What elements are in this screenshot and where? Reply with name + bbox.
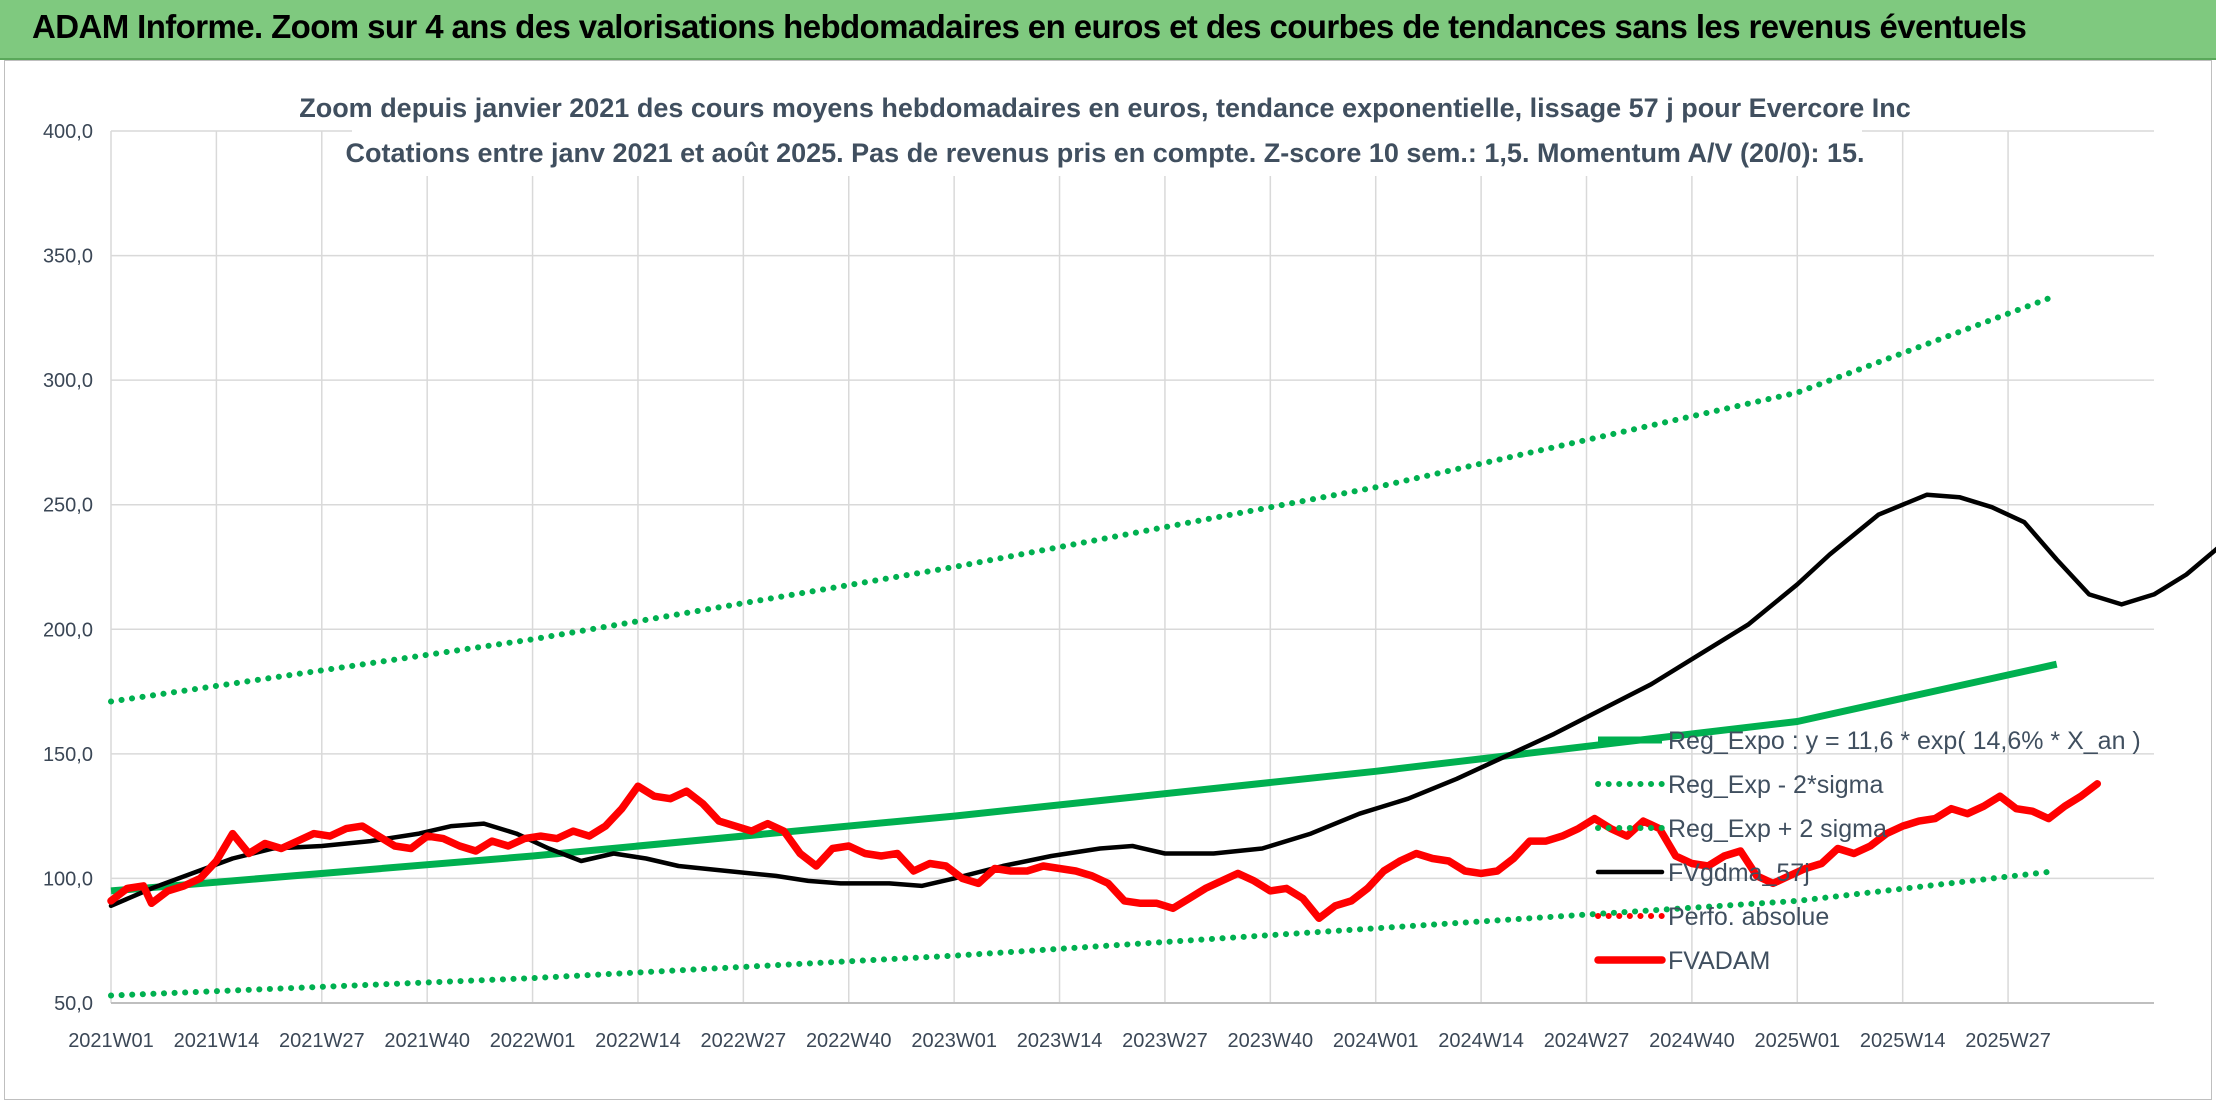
series-line-fvgdma-57j bbox=[108, 492, 2216, 909]
x-tick-label: 2022W27 bbox=[701, 1030, 787, 1052]
legend-label: Reg_Exp + 2 sigma bbox=[1668, 815, 1887, 843]
x-tick-label: 2021W40 bbox=[384, 1030, 470, 1052]
x-tick-label: 2025W01 bbox=[1754, 1030, 1840, 1052]
series-line-reg-exp-2-sigma bbox=[108, 292, 2060, 705]
x-tick-label: 2024W01 bbox=[1333, 1030, 1419, 1052]
y-tick-label: 350,0 bbox=[43, 246, 93, 268]
chart-title: Zoom depuis janvier 2021 des cours moyen… bbox=[299, 93, 1911, 123]
legend-label: Perfo. absolue bbox=[1668, 903, 1829, 931]
legend-label: FVADAM bbox=[1668, 947, 1770, 975]
x-tick-label: 2024W14 bbox=[1438, 1030, 1524, 1052]
y-tick-label: 100,0 bbox=[43, 868, 93, 890]
x-tick-label: 2025W27 bbox=[1965, 1030, 2051, 1052]
x-tick-label: 2023W01 bbox=[911, 1030, 997, 1052]
x-tick-label: 2023W27 bbox=[1122, 1030, 1208, 1052]
legend-label: Reg_Expo : y = 11,6 * exp( 14,6% * X_an … bbox=[1668, 727, 2141, 755]
y-tick-label: 250,0 bbox=[43, 495, 93, 517]
y-tick-label: 50,0 bbox=[54, 993, 93, 1015]
x-tick-label: 2021W14 bbox=[174, 1030, 260, 1052]
x-tick-label: 2025W14 bbox=[1860, 1030, 1946, 1052]
chart-subtitle: Cotations entre janv 2021 et août 2025. … bbox=[345, 138, 1864, 168]
legend: Reg_Expo : y = 11,6 * exp( 14,6% * X_an … bbox=[1594, 727, 2141, 975]
x-tick-label: 2024W27 bbox=[1544, 1030, 1630, 1052]
y-tick-label: 400,0 bbox=[43, 121, 93, 143]
x-tick-label: 2021W01 bbox=[68, 1030, 154, 1052]
grid bbox=[110, 130, 2154, 1004]
y-tick-label: 300,0 bbox=[43, 370, 93, 392]
x-tick-label: 2022W14 bbox=[595, 1030, 681, 1052]
y-tick-label: 150,0 bbox=[43, 744, 93, 766]
legend-label: Reg_Exp - 2*sigma bbox=[1668, 771, 1883, 799]
x-tick-label: 2023W14 bbox=[1017, 1030, 1103, 1052]
x-tick-label: 2021W27 bbox=[279, 1030, 365, 1052]
series-line-reg-exp-2-sigma bbox=[108, 868, 2060, 999]
x-tick-label: 2024W40 bbox=[1649, 1030, 1735, 1052]
y-tick-label: 200,0 bbox=[43, 619, 93, 641]
legend-label: FVgdma_57j bbox=[1668, 859, 1810, 887]
title-background bbox=[352, 82, 1862, 176]
header-banner: ADAM Informe. Zoom sur 4 ans des valoris… bbox=[0, 0, 2216, 60]
x-tick-label: 2022W01 bbox=[490, 1030, 576, 1052]
series-line-reg-expo-y-11-6-exp-14-6-x-an bbox=[110, 660, 2058, 895]
series-line-fvadam bbox=[107, 780, 2102, 923]
x-tick-label: 2023W40 bbox=[1228, 1030, 1314, 1052]
y-axis-ticks: 50,0 100,0 150,0 200,0 250,0 300,0 350,0 400,0 bbox=[43, 121, 93, 1015]
x-axis-ticks: 2021W01 2021W14 2021W27 2021W40 2022W01 2022W… bbox=[68, 1030, 2051, 1052]
series-lines bbox=[107, 292, 2216, 999]
x-tick-label: 2022W40 bbox=[806, 1030, 892, 1052]
banner-title: ADAM Informe. Zoom sur 4 ans des valoris… bbox=[32, 8, 2027, 45]
chart-frame bbox=[4, 60, 2212, 1100]
